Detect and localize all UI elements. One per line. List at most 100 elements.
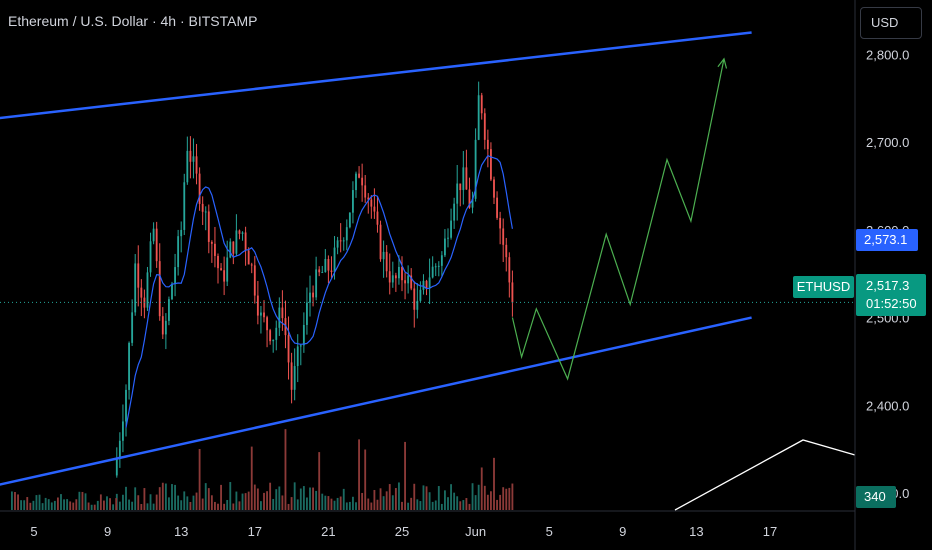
- volume-bar: [342, 488, 345, 510]
- volume-bar: [125, 486, 127, 510]
- candle-body: [358, 173, 360, 178]
- projection-path[interactable]: [511, 58, 725, 381]
- projection-arrowhead: [717, 57, 728, 69]
- candle-body: [434, 266, 437, 268]
- volume-bar: [72, 502, 75, 510]
- currency-selector[interactable]: USD: [860, 7, 922, 39]
- volume-bar: [87, 502, 90, 510]
- volume-bar: [407, 502, 410, 510]
- candle-body: [502, 228, 505, 245]
- sma-value-tag: 2,573.1: [856, 229, 918, 251]
- volume-bar: [63, 499, 65, 510]
- candle-body: [296, 346, 299, 367]
- volume-bar: [453, 492, 456, 510]
- candle-body: [192, 156, 195, 162]
- volume-bar: [263, 492, 265, 510]
- time-tick-label: 13: [689, 524, 703, 539]
- volume-bar: [419, 501, 422, 510]
- candle-body: [309, 292, 311, 303]
- candle-body: [247, 250, 250, 265]
- volume-bar: [192, 495, 195, 510]
- volume-bar: [315, 490, 318, 510]
- volume-bar: [413, 483, 416, 510]
- volume-bar: [112, 504, 115, 510]
- channel-lower-line[interactable]: [0, 316, 752, 498]
- candle-body: [180, 229, 183, 237]
- volume-bar: [171, 484, 173, 510]
- volume-bar: [11, 491, 13, 510]
- volume-bar: [269, 482, 272, 510]
- volume-bar: [355, 502, 357, 510]
- volume-bar: [17, 494, 19, 510]
- candle-body: [287, 335, 290, 363]
- volume-bar: [428, 492, 431, 510]
- volume-bar: [287, 503, 290, 510]
- volume-bar: [244, 493, 247, 510]
- volume-bar: [394, 488, 397, 510]
- volume-bar: [50, 502, 53, 510]
- candle-body: [327, 258, 330, 271]
- candle-body: [174, 267, 176, 284]
- volume-bar: [382, 496, 385, 510]
- volume-bar: [174, 484, 176, 510]
- candle-body: [315, 269, 318, 298]
- volume-bar: [238, 501, 241, 510]
- volume-bar: [456, 496, 459, 510]
- candle-body: [183, 182, 186, 230]
- volume-bar: [440, 503, 443, 510]
- candle-body: [223, 270, 226, 282]
- time-tick-label: 9: [104, 524, 111, 539]
- volume-bar: [81, 491, 84, 510]
- candle-body: [480, 95, 483, 114]
- time-tick-label: Jun: [465, 524, 486, 539]
- candle-body: [155, 228, 158, 262]
- candle-body: [437, 265, 440, 267]
- candle-body: [244, 232, 247, 251]
- candle-body: [312, 292, 314, 298]
- candle-body: [407, 275, 410, 284]
- drawings-layer: [0, 31, 856, 511]
- volume-bar: [32, 500, 35, 510]
- candle-body: [220, 268, 222, 271]
- candle-body: [235, 230, 238, 254]
- volume-bar: [447, 497, 449, 510]
- candle-body: [505, 244, 508, 258]
- volume-bar: [134, 487, 137, 510]
- chart-title: Ethereum / U.S. Dollar · 4h · BITSTAMP: [8, 13, 258, 29]
- volume-bar: [29, 502, 32, 510]
- candle-body: [195, 156, 198, 174]
- candle-body: [431, 266, 434, 278]
- candle-body: [281, 307, 284, 319]
- channel-upper-line[interactable]: [0, 31, 752, 124]
- volume-bar: [490, 491, 492, 510]
- candle-body: [186, 150, 189, 183]
- candle-body: [302, 324, 305, 346]
- candle-body: [391, 275, 394, 283]
- candle-body: [474, 139, 477, 199]
- volume-bar: [256, 488, 259, 510]
- volume-bar: [161, 482, 164, 510]
- volume-bar: [152, 503, 155, 510]
- volume-bar: [496, 499, 498, 510]
- bar-countdown: 01:52:50: [866, 296, 917, 311]
- candle-body: [241, 232, 244, 234]
- volume-bar: [431, 501, 434, 510]
- volume-bar: [177, 495, 180, 510]
- time-axis[interactable]: 5 9 13 17 21 25 Jun 5 9 13 17: [0, 510, 855, 539]
- candles-layer: [115, 81, 514, 478]
- volume-bar: [103, 500, 105, 510]
- volume-bar: [198, 449, 201, 510]
- time-tick-label: 25: [395, 524, 409, 539]
- volume-bar: [284, 429, 287, 510]
- volume-bar: [69, 501, 72, 510]
- candle-body: [413, 288, 416, 310]
- candle-body: [385, 251, 388, 272]
- volume-bar: [299, 488, 302, 510]
- volume-bar: [84, 493, 87, 510]
- candle-body: [367, 197, 370, 200]
- volume-trend-line[interactable]: [674, 439, 856, 511]
- candle-body: [450, 220, 452, 238]
- volume-bar: [226, 499, 229, 510]
- candle-body: [125, 389, 127, 422]
